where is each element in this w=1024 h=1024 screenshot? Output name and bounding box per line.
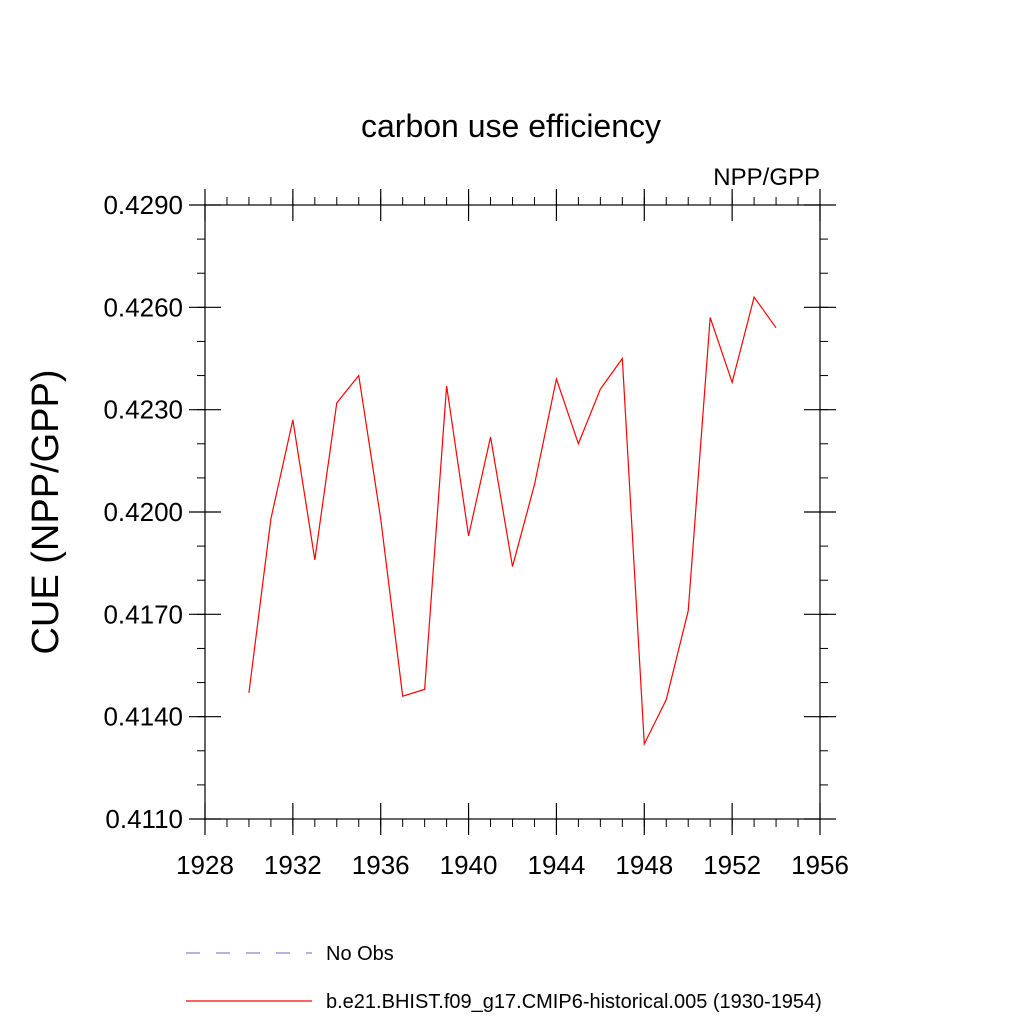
- x-tick-label: 1940: [440, 850, 498, 880]
- x-tick-label: 1956: [791, 850, 849, 880]
- y-tick-label: 0.4110: [105, 804, 183, 834]
- x-tick-label: 1932: [264, 850, 322, 880]
- y-axis-label: CUE (NPP/GPP): [25, 369, 67, 654]
- y-tick-label: 0.4170: [103, 599, 183, 629]
- y-tick-label: 0.4140: [103, 702, 183, 732]
- plot-frame: [204, 204, 821, 820]
- legend-label-no-obs: No Obs: [326, 943, 394, 965]
- x-tick-label: 1928: [176, 850, 234, 880]
- chart-subtitle: NPP/GPP: [713, 164, 820, 191]
- y-tick-label: 0.4200: [103, 497, 183, 527]
- x-tick-label: 1952: [703, 850, 761, 880]
- legend: No Obs b.e21.BHIST.f09_g17.CMIP6-histori…: [186, 943, 822, 1013]
- y-tick-label: 0.4260: [103, 292, 183, 322]
- chart-title: carbon use efficiency: [361, 108, 661, 144]
- x-tick-label: 1948: [615, 850, 673, 880]
- series-line-model: [248, 295, 777, 747]
- x-tick-label: 1944: [528, 850, 586, 880]
- axes: 0.4110 0.4140 0.4170 0.4200 0.4230 0.4260 0.42…: [103, 189, 849, 880]
- series-layer: [248, 295, 777, 747]
- legend-label-model: b.e21.BHIST.f09_g17.CMIP6-historical.005…: [326, 991, 822, 1013]
- y-tick-label: 0.4290: [103, 190, 183, 220]
- x-tick-label: 1936: [352, 850, 410, 880]
- y-tick-label: 0.4230: [103, 395, 183, 425]
